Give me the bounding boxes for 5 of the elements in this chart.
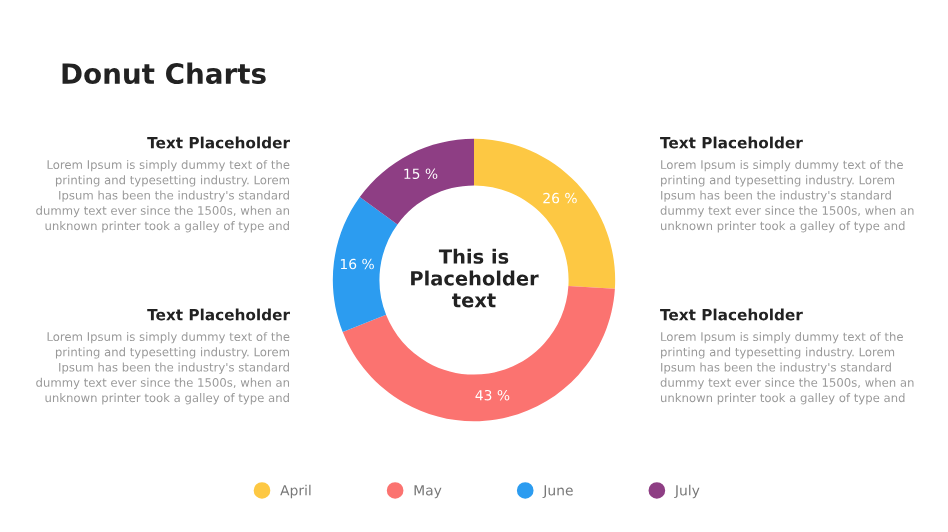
donut-slice <box>332 197 398 332</box>
donut-slice <box>342 285 615 422</box>
text: This is Placeholder text <box>411 248 539 308</box>
chart-title: Donut Charts <box>62 62 266 85</box>
donut-slice <box>359 138 474 225</box>
